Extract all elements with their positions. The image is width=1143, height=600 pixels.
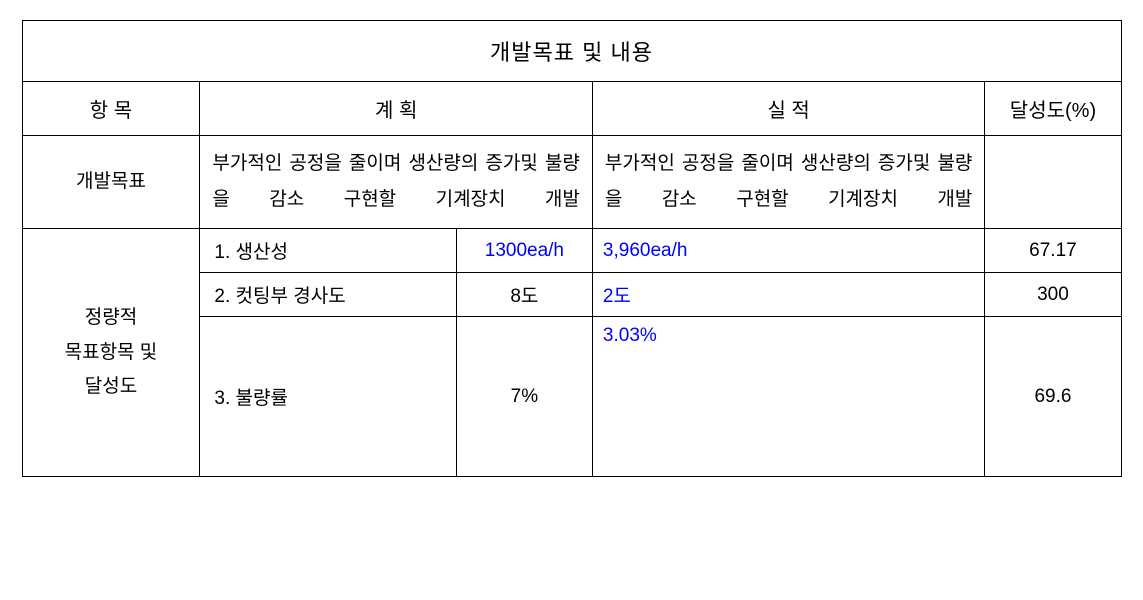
header-plan: 계 획 <box>200 82 592 136</box>
goal-plan: 부가적인 공정을 줄이며 생산량의 증가및 불량을 감소 구현할 기계장치 개발 <box>200 136 592 229</box>
metric-row-1: 정량적 목표항목 및 달성도 1. 생산성 1300ea/h 3,960ea/h… <box>22 229 1121 273</box>
metric-2-plan: 8도 <box>456 273 592 317</box>
goal-actual: 부가적인 공정을 줄이며 생산량의 증가및 불량을 감소 구현할 기계장치 개발 <box>592 136 985 229</box>
metric-3-achievement: 69.6 <box>985 317 1121 477</box>
metric-3-label: 3. 불량률 <box>200 317 456 477</box>
goal-label: 개발목표 <box>22 136 200 229</box>
header-row: 항 목 계 획 실 적 달성도(%) <box>22 82 1121 136</box>
header-actual: 실 적 <box>592 82 985 136</box>
metric-1-actual: 3,960ea/h <box>592 229 985 273</box>
metric-2-label: 2. 컷팅부 경사도 <box>200 273 456 317</box>
header-achievement: 달성도(%) <box>985 82 1121 136</box>
metric-1-label: 1. 생산성 <box>200 229 456 273</box>
section-label-line1: 정량적 <box>85 307 137 328</box>
goals-table: 개발목표 및 내용 항 목 계 획 실 적 달성도(%) 개발목표 부가적인 공… <box>22 20 1122 477</box>
goal-row: 개발목표 부가적인 공정을 줄이며 생산량의 증가및 불량을 감소 구현할 기계… <box>22 136 1121 229</box>
title-row: 개발목표 및 내용 <box>22 21 1121 82</box>
metric-2-achievement: 300 <box>985 273 1121 317</box>
goal-achievement <box>985 136 1121 229</box>
section-label-line2: 목표항목 및 <box>65 342 158 363</box>
metric-3-actual: 3.03% <box>592 317 985 477</box>
metric-1-plan: 1300ea/h <box>456 229 592 273</box>
metric-3-plan: 7% <box>456 317 592 477</box>
header-item: 항 목 <box>22 82 200 136</box>
metric-1-achievement: 67.17 <box>985 229 1121 273</box>
metric-2-actual: 2도 <box>592 273 985 317</box>
table-title: 개발목표 및 내용 <box>22 21 1121 82</box>
section-label-line3: 달성도 <box>85 376 137 397</box>
section-label: 정량적 목표항목 및 달성도 <box>22 229 200 477</box>
